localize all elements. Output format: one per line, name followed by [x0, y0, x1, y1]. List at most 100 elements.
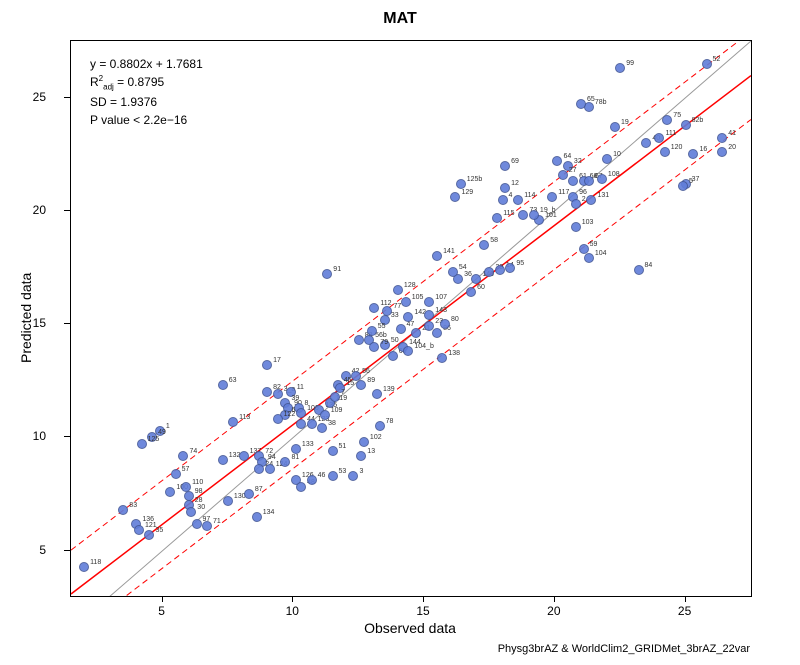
data-point-label: 50	[391, 337, 399, 344]
data-point-label: 107	[435, 294, 447, 301]
data-point	[137, 439, 147, 449]
data-point	[367, 326, 377, 336]
data-point-label: 91	[333, 266, 341, 273]
data-point	[328, 446, 338, 456]
data-point	[328, 471, 338, 481]
x-axis-label: Observed data	[70, 620, 750, 636]
data-point-label: 89	[367, 377, 375, 384]
data-point	[717, 133, 727, 143]
data-point-label: 78b	[595, 99, 607, 106]
data-point-label: 35	[155, 527, 163, 534]
data-point	[296, 482, 306, 492]
data-point	[296, 408, 306, 418]
data-point-label: 95	[516, 260, 524, 267]
data-point	[571, 222, 581, 232]
data-point	[678, 181, 688, 191]
data-point-label: 30	[197, 504, 205, 511]
data-point-label: 143	[435, 307, 447, 314]
data-point	[359, 437, 369, 447]
data-point-label: 104	[595, 250, 607, 257]
data-point	[165, 487, 175, 497]
data-point-label: 87	[255, 486, 263, 493]
data-point	[584, 253, 594, 263]
data-point-label: 16	[699, 146, 707, 153]
data-point	[424, 310, 434, 320]
data-point	[348, 471, 358, 481]
data-point-label: 20	[728, 144, 736, 151]
x-tick-label: 10	[286, 604, 299, 618]
data-point	[218, 455, 228, 465]
data-point	[262, 387, 272, 397]
data-point	[192, 519, 202, 529]
y-tick-label: 15	[16, 316, 46, 330]
data-point	[660, 147, 670, 157]
data-point	[228, 417, 238, 427]
data-point-label: 71	[213, 518, 221, 525]
data-point	[317, 423, 327, 433]
data-point-label: 19_b	[540, 207, 556, 214]
data-point	[529, 210, 539, 220]
data-point	[584, 176, 594, 186]
data-point-label: 77	[393, 303, 401, 310]
data-point-label: 128	[404, 282, 416, 289]
stats-pvalue: P value < 2.2e−16	[90, 111, 203, 129]
data-point-label: 84	[645, 262, 653, 269]
data-point	[403, 346, 413, 356]
data-point	[144, 530, 154, 540]
data-point-label: 41	[728, 130, 736, 137]
data-point	[471, 274, 481, 284]
data-point-label: 32	[574, 158, 582, 165]
data-point-label: 10	[613, 151, 621, 158]
data-point	[118, 505, 128, 515]
y-tick-label: 25	[16, 90, 46, 104]
data-point	[498, 195, 508, 205]
data-point-label: 74	[189, 448, 197, 455]
data-point	[320, 410, 330, 420]
data-point-label: 2	[582, 196, 586, 203]
y-tick-label: 20	[16, 203, 46, 217]
data-point	[330, 392, 340, 402]
x-tick-label: 20	[547, 604, 560, 618]
data-point	[654, 133, 664, 143]
data-point-label: 109	[331, 407, 343, 414]
data-point-label: 54	[459, 264, 467, 271]
data-point	[456, 179, 466, 189]
chart-container: MAT 118149125831361213574571009811028309…	[0, 0, 800, 665]
data-point-label: 114	[524, 192, 535, 199]
data-point	[602, 154, 612, 164]
data-point-label: 102	[370, 434, 382, 441]
data-point	[411, 328, 421, 338]
data-point	[171, 469, 181, 479]
data-point-label: 131	[597, 192, 609, 199]
data-point	[388, 351, 398, 361]
data-point	[424, 297, 434, 307]
data-point-label: 120	[671, 144, 683, 151]
data-point-label: 27	[569, 167, 577, 174]
data-point	[568, 176, 578, 186]
data-point	[615, 63, 625, 73]
data-point-label: 79	[380, 339, 388, 346]
data-point-label: 5	[689, 178, 693, 185]
data-point	[291, 444, 301, 454]
data-point-label: 51	[339, 443, 347, 450]
data-point	[252, 512, 262, 522]
data-point	[307, 475, 317, 485]
data-point	[186, 507, 196, 517]
data-point-label: 78	[386, 418, 394, 425]
stats-equation: y = 0.8802x + 1.7681	[90, 55, 203, 73]
data-point	[437, 353, 447, 363]
data-point-label: 59	[590, 241, 598, 248]
data-point	[432, 251, 442, 261]
data-point	[495, 265, 505, 275]
data-point-label: 129	[461, 189, 473, 196]
data-point-label: 17	[273, 357, 281, 364]
data-point-label: 141	[443, 248, 455, 255]
data-point-label: 33	[391, 312, 399, 319]
data-point	[178, 451, 188, 461]
data-point	[396, 324, 406, 334]
footer-caption: Physg3brAZ & WorldClim2_GRIDMet_3brAZ_22…	[498, 643, 750, 655]
data-point-label: 13	[367, 448, 375, 455]
data-point	[424, 321, 434, 331]
data-point-label: 99	[626, 60, 634, 67]
data-point-label: 58	[490, 237, 498, 244]
